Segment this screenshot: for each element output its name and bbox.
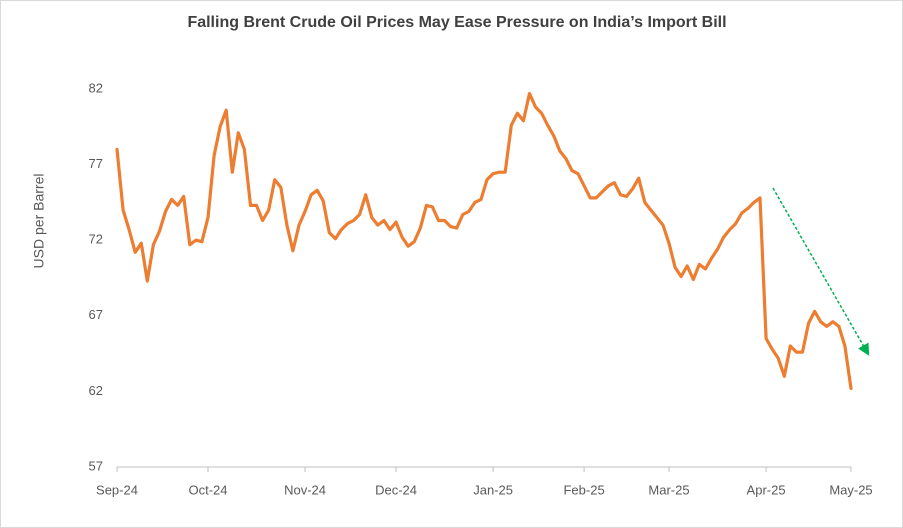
x-tick-label: Nov-24 <box>284 482 326 497</box>
x-tick-label: Apr-25 <box>747 482 786 497</box>
x-tick-label: Mar-25 <box>648 482 689 497</box>
x-tick-label: May-25 <box>829 482 872 497</box>
x-tick-label: Jan-25 <box>473 482 513 497</box>
x-tick-label: Feb-25 <box>563 482 604 497</box>
y-tick-label: 57 <box>89 458 103 473</box>
y-axis-label: USD per Barrel <box>31 174 47 269</box>
x-tick-label: Oct-24 <box>188 482 227 497</box>
y-tick-label: 82 <box>89 80 103 95</box>
y-tick-label: 72 <box>89 232 103 247</box>
y-tick-label: 77 <box>89 156 103 171</box>
trend-arrow <box>772 187 870 356</box>
x-tick-label: Dec-24 <box>375 482 417 497</box>
price-line <box>115 91 853 390</box>
x-tick-label: Sep-24 <box>96 482 138 497</box>
y-tick-label: 62 <box>89 383 103 398</box>
chart-title: Falling Brent Crude Oil Prices May Ease … <box>187 14 726 31</box>
y-tick-label: 67 <box>89 307 103 322</box>
